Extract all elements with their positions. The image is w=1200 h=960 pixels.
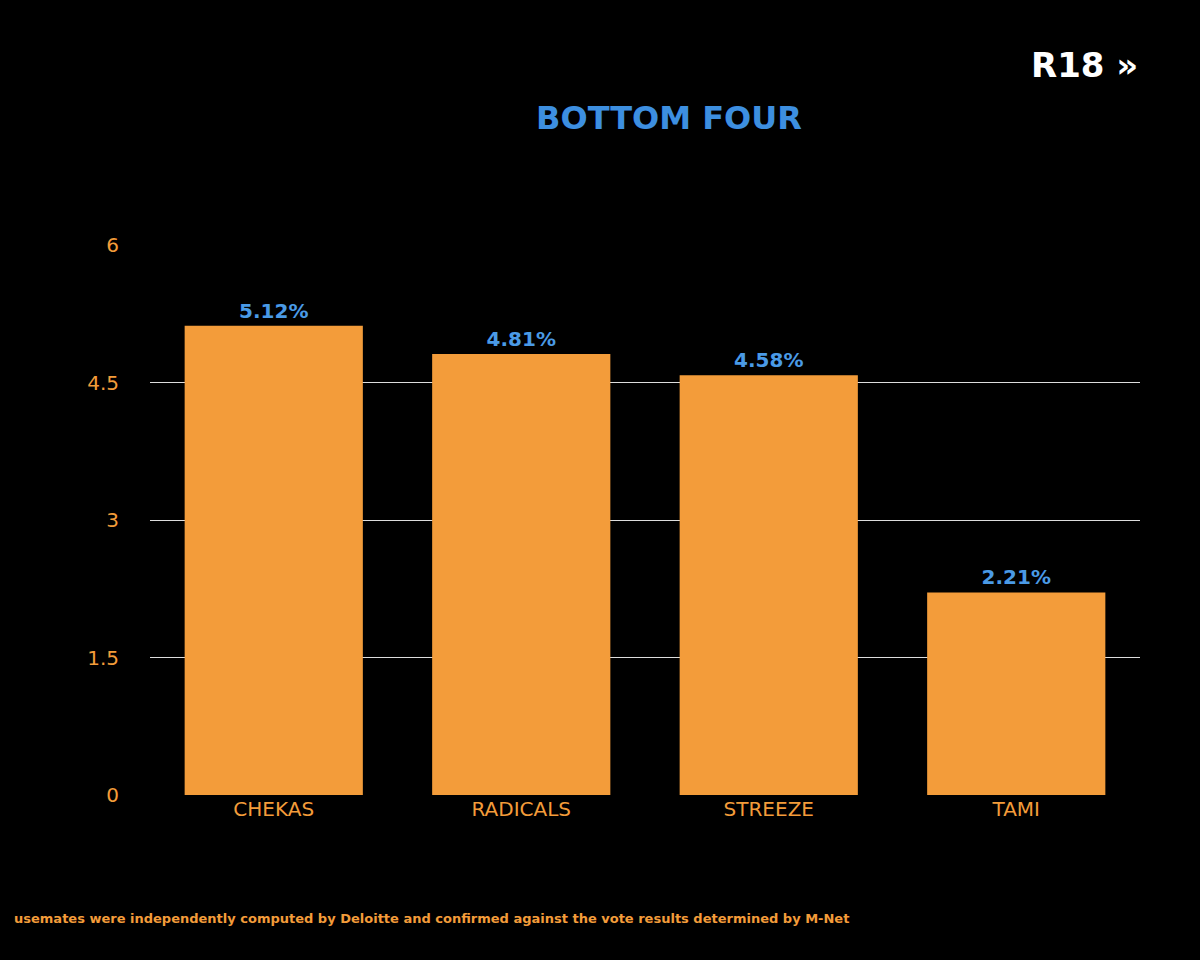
svg-text:STREEZE: STREEZE — [724, 797, 814, 821]
svg-text:2.21%: 2.21% — [982, 565, 1051, 589]
svg-text:3: 3 — [106, 508, 119, 532]
svg-text:4.58%: 4.58% — [734, 348, 803, 372]
svg-text:usemates were independently co: usemates were independently computed by … — [14, 911, 849, 926]
svg-text:6: 6 — [106, 233, 119, 257]
svg-text:RADICALS: RADICALS — [471, 797, 571, 821]
svg-text:4.5: 4.5 — [87, 371, 119, 395]
svg-text:1.5: 1.5 — [87, 646, 119, 670]
svg-text:BOTTOM FOUR: BOTTOM FOUR — [536, 99, 802, 137]
svg-text:5.12%: 5.12% — [239, 299, 308, 323]
svg-text:4.81%: 4.81% — [487, 327, 556, 351]
svg-text:R18 »: R18 » — [1031, 45, 1138, 85]
svg-text:TAMI: TAMI — [992, 797, 1041, 821]
svg-text:CHEKAS: CHEKAS — [233, 797, 314, 821]
svg-text:0: 0 — [106, 783, 119, 807]
